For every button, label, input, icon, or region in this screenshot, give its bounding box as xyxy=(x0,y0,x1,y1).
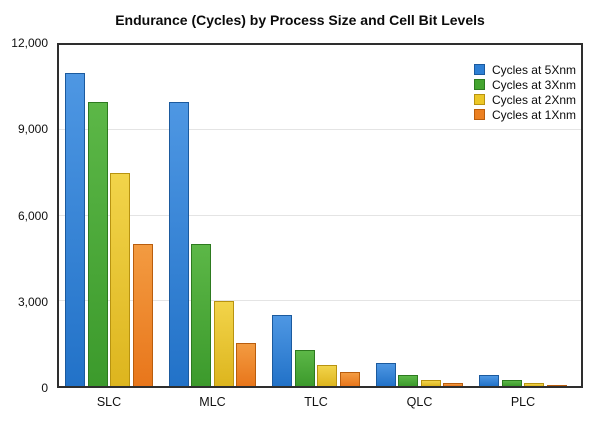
bar-slc-cycles-at-5xnm xyxy=(65,73,85,386)
cycles-at-3xnm-swatch-icon xyxy=(473,79,485,90)
x-tick-label-qlc: QLC xyxy=(406,395,433,409)
bar-plc-cycles-at-5xnm xyxy=(479,374,499,386)
cycles-at-1xnm-swatch-icon xyxy=(473,109,485,120)
bar-group-tlc xyxy=(272,45,360,386)
bar-mlc-cycles-at-1xnm xyxy=(236,343,257,386)
x-tick-label-tlc: TLC xyxy=(304,395,328,409)
x-tick-label-plc: PLC xyxy=(510,395,536,409)
bar-qlc-cycles-at-5xnm xyxy=(375,363,396,386)
legend-item-cycles-at-1xnm: Cycles at 1Xnm xyxy=(473,107,576,122)
x-tick-label-slc: SLC xyxy=(96,395,122,409)
y-tick-label-0: 0 xyxy=(41,381,48,395)
bar-plc-cycles-at-1xnm xyxy=(546,384,567,386)
y-tick-label-9000: 9,000 xyxy=(17,122,48,137)
x-axis-labels: SLC MLC TLC QLC PLC xyxy=(65,395,567,409)
legend-item-cycles-at-5xnm: Cycles at 5Xnm xyxy=(473,62,576,77)
bar-slc-cycles-at-1xnm xyxy=(132,243,153,386)
legend-item-cycles-at-3xnm: Cycles at 3Xnm xyxy=(473,77,576,92)
gridline-6000 xyxy=(59,214,581,216)
legend-item-cycles-at-2xnm: Cycles at 2Xnm xyxy=(473,92,576,107)
bar-mlc-cycles-at-3xnm xyxy=(191,243,212,386)
plot-area: Cycles at 5Xnm Cycles at 3Xnm Cycles at 2X… xyxy=(57,43,583,388)
gridline-3000 xyxy=(59,299,581,301)
bar-group-mlc xyxy=(168,45,257,386)
y-tick-label-3000: 3,000 xyxy=(17,294,48,309)
x-tick-label-mlc: MLC xyxy=(199,395,226,409)
bar-tlc-cycles-at-2xnm xyxy=(317,364,338,386)
legend: Cycles at 5Xnm Cycles at 3Xnm Cycles at 2X… xyxy=(473,62,576,122)
bar-plc-cycles-at-2xnm xyxy=(524,383,545,386)
bar-slc-cycles-at-2xnm xyxy=(110,172,131,386)
bar-tlc-cycles-at-3xnm xyxy=(294,350,315,386)
bar-qlc-cycles-at-3xnm xyxy=(398,374,419,386)
bar-qlc-cycles-at-1xnm xyxy=(443,383,464,386)
y-tick-label-6000: 6,000 xyxy=(17,208,48,223)
bar-group-plc xyxy=(479,45,567,386)
gridline-9000 xyxy=(59,129,581,131)
legend-label-cycles-at-1xnm: Cycles at 1Xnm xyxy=(491,107,576,122)
bar-tlc-cycles-at-5xnm xyxy=(272,314,292,386)
bar-mlc-cycles-at-2xnm xyxy=(213,300,234,386)
bar-plc-cycles-at-3xnm xyxy=(501,380,522,386)
bar-group-slc xyxy=(65,45,153,386)
bar-group-qlc xyxy=(375,45,464,386)
chart-title: Endurance (Cycles) by Process Size and C… xyxy=(115,12,485,28)
bar-qlc-cycles-at-2xnm xyxy=(420,380,441,386)
legend-label-cycles-at-5xnm: Cycles at 5Xnm xyxy=(491,62,576,77)
y-tick-label-12000: 12,000 xyxy=(11,36,48,50)
cycles-at-2xnm-swatch-icon xyxy=(473,94,485,105)
bar-mlc-cycles-at-5xnm xyxy=(168,101,189,386)
bar-tlc-cycles-at-1xnm xyxy=(339,371,360,386)
cycles-at-5xnm-swatch-icon xyxy=(473,64,485,75)
legend-label-cycles-at-3xnm: Cycles at 3Xnm xyxy=(491,77,576,92)
bar-groups xyxy=(65,45,567,386)
y-axis-labels: 12,000 9,000 6,000 3,000 0 xyxy=(0,37,48,394)
legend-label-cycles-at-2xnm: Cycles at 2Xnm xyxy=(491,92,576,107)
bar-slc-cycles-at-3xnm xyxy=(87,101,108,386)
